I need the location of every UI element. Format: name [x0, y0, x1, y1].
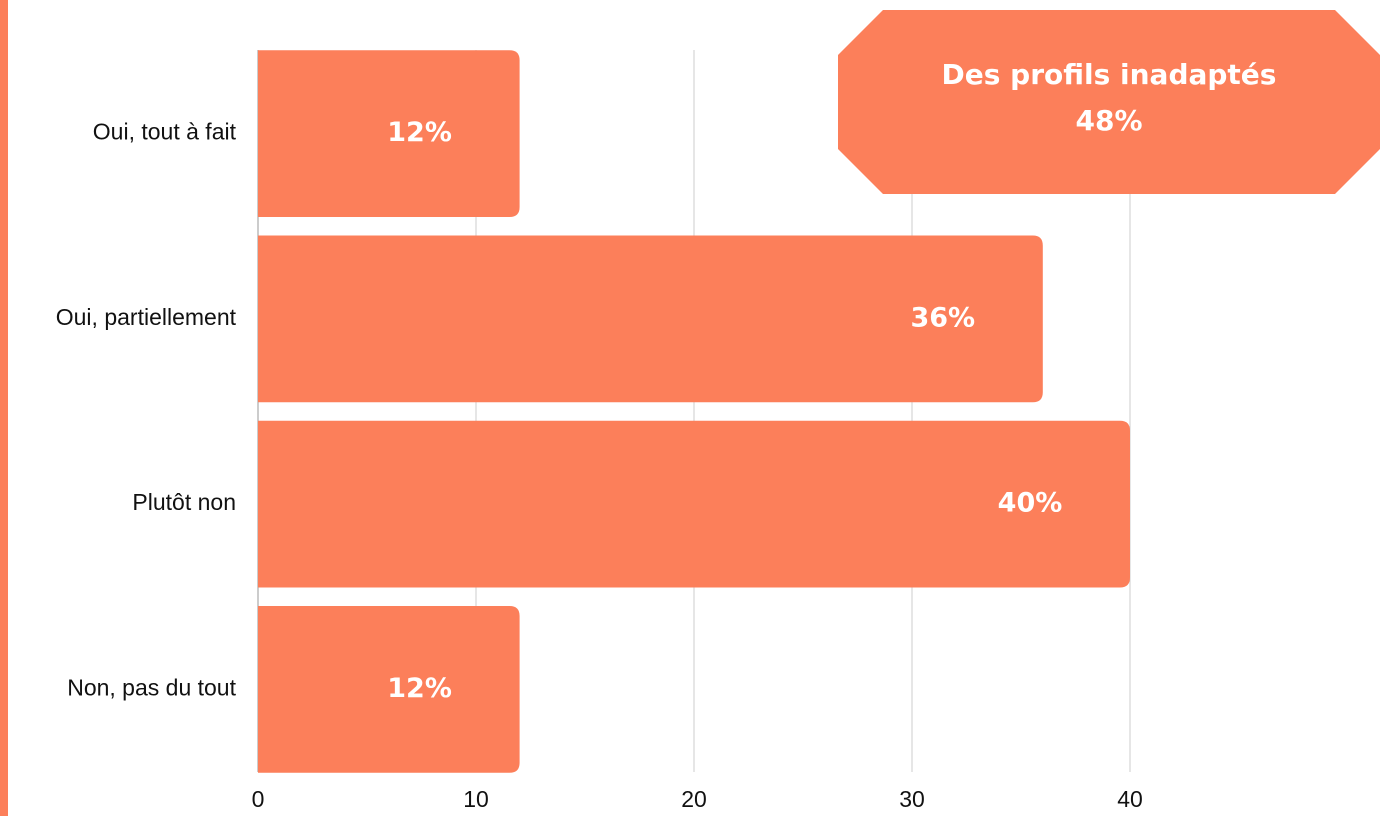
y-tick-label: Non, pas du tout — [67, 674, 236, 700]
y-tick-label: Plutôt non — [132, 489, 236, 515]
x-tick-label: 40 — [1117, 786, 1143, 812]
y-tick-label: Oui, partiellement — [56, 304, 237, 330]
y-tick-label: Oui, tout à fait — [93, 119, 237, 145]
bar — [258, 606, 520, 773]
value-label: 36% — [910, 302, 975, 333]
x-tick-label: 30 — [899, 786, 925, 812]
x-tick-label: 20 — [681, 786, 707, 812]
value-label: 12% — [387, 117, 452, 148]
x-tick-label: 10 — [463, 786, 489, 812]
annotation-box — [838, 10, 1380, 194]
value-label: 12% — [387, 673, 452, 704]
value-label: 40% — [998, 488, 1063, 519]
annotation-text: 48% — [1075, 104, 1142, 137]
bar — [258, 50, 520, 217]
bar — [258, 235, 1043, 403]
annotation-title: Des profils inadaptés — [942, 58, 1277, 91]
x-tick-label: 0 — [252, 786, 265, 812]
side-strip — [0, 0, 8, 816]
bar — [258, 420, 1130, 588]
plot: 0 10 20 30 40 12% Oui, tout à fait 36% Oui, part… — [56, 50, 1143, 812]
